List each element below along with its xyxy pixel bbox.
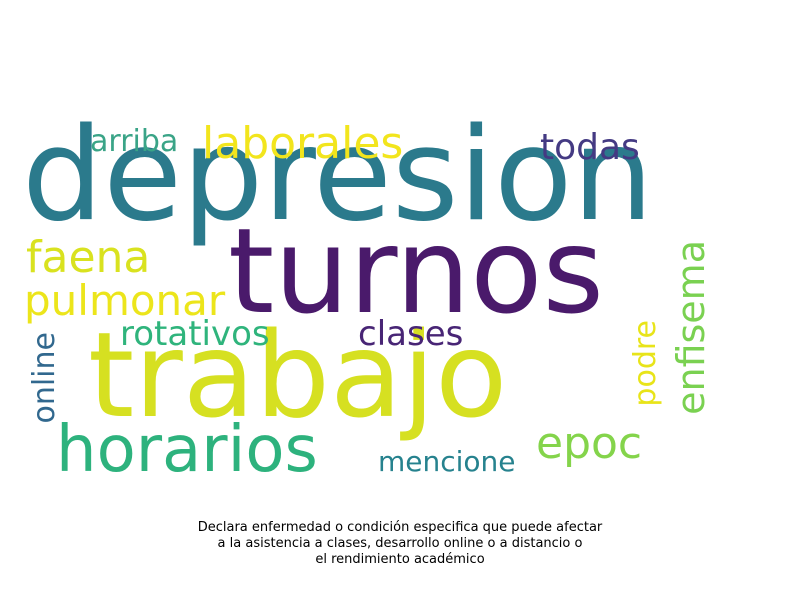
word-todas: todas (540, 127, 640, 168)
caption-line-3: el rendimiento académico (315, 552, 485, 567)
word-online: online (27, 332, 62, 424)
word-arriba: arriba (90, 124, 179, 159)
caption: Declara enfermedad o condición especific… (150, 520, 650, 568)
word-horarios: horarios (56, 413, 318, 487)
word-turnos: turnos (228, 202, 604, 340)
word-enfisema: enfisema (669, 240, 713, 415)
word-trabajo: trabajo (88, 306, 508, 444)
word-podre: podre (628, 320, 663, 407)
word-faena: faena (26, 232, 151, 283)
word-depresion: depresion (22, 101, 654, 250)
word-clases: clases (358, 314, 464, 354)
word-epoc: epoc (536, 418, 643, 469)
caption-line-2: a la asistencia a clases, desarrollo onl… (217, 536, 583, 551)
word-laborales: laborales (202, 118, 404, 169)
word-mencione: mencione (378, 445, 516, 478)
word-rotativos: rotativos (120, 314, 270, 354)
word-pulmonar: pulmonar (24, 276, 226, 325)
word-cloud: depresion turnos trabajo horarios labora… (20, 112, 713, 495)
caption-line-1: Declara enfermedad o condición especific… (197, 520, 603, 535)
